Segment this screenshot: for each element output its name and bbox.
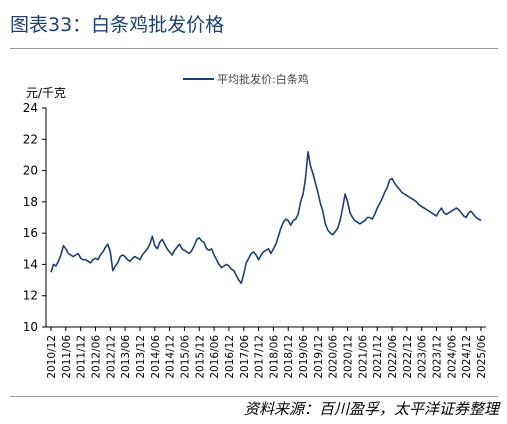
x-tick-label: 2019/12 (313, 335, 325, 379)
x-tick-label: 2018/06 (268, 335, 280, 379)
x-tick-label: 2016/06 (209, 335, 221, 379)
x-tick-label: 2022/06 (387, 335, 399, 379)
y-axis-title: 元/千克 (26, 86, 66, 100)
x-tick-label: 2023/12 (432, 335, 444, 379)
y-tick-label: 18 (23, 195, 38, 209)
x-tick-label: 2014/06 (150, 335, 162, 379)
y-tick-label: 22 (23, 132, 38, 146)
x-tick-label: 2020/06 (328, 335, 340, 379)
x-tick-label: 2011/06 (61, 335, 73, 379)
legend-label: 平均批发价:白条鸡 (217, 72, 309, 86)
x-tick-label: 2021/06 (357, 335, 369, 379)
x-tick-label: 2017/06 (239, 335, 251, 379)
y-tick-label: 10 (23, 320, 38, 334)
x-tick-label: 2019/06 (298, 335, 310, 379)
x-tick-label: 2012/06 (90, 335, 102, 379)
x-tick-label: 2012/12 (105, 335, 117, 379)
x-tick-label: 2013/12 (135, 335, 147, 379)
source-note: 资料来源：百川盈孚，太平洋证券整理 (243, 400, 499, 418)
x-tick-label: 2010/12 (46, 335, 58, 379)
x-tick-label: 2013/06 (120, 335, 132, 379)
x-tick-label: 2024/12 (461, 335, 473, 379)
x-tick-label: 2024/06 (446, 335, 458, 379)
x-tick-label: 2021/12 (372, 335, 384, 379)
x-tick-label: 2018/12 (283, 335, 295, 379)
x-tick-label: 2017/12 (254, 335, 266, 379)
y-tick-label: 16 (23, 226, 38, 240)
x-tick-label: 2022/12 (402, 335, 414, 379)
x-tick-label: 2015/12 (194, 335, 206, 379)
footer-divider (10, 396, 498, 397)
y-tick-label: 24 (23, 101, 38, 115)
x-tick-label: 2023/06 (417, 335, 429, 379)
x-tick-label: 2011/12 (76, 335, 88, 379)
y-tick-label: 20 (23, 164, 38, 178)
x-tick-label: 2015/06 (179, 335, 191, 379)
series-line (50, 151, 482, 284)
x-tick-label: 2016/12 (224, 335, 236, 379)
page-title: 图表33：白条鸡批发价格 (10, 14, 225, 36)
title-divider (10, 48, 498, 49)
x-tick-label: 2025/06 (476, 335, 488, 379)
x-tick-label: 2020/12 (343, 335, 355, 379)
y-tick-label: 14 (23, 257, 38, 271)
y-tick-label: 12 (23, 289, 38, 303)
x-tick-label: 2014/12 (165, 335, 177, 379)
